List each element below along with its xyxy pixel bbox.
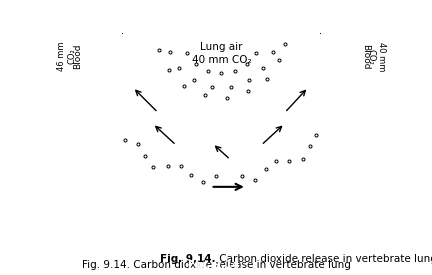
Text: Lung air
40 mm CO₂: Lung air 40 mm CO₂	[191, 42, 251, 65]
Text: Fig. 9.14. Carbon dioxide release in vertebrate lung: Fig. 9.14. Carbon dioxide release in ver…	[82, 260, 350, 270]
Text: Fig. 9.14.: Fig. 9.14.	[160, 254, 216, 264]
Text: Carbon dioxide release in vertebrate lung: Carbon dioxide release in vertebrate lun…	[216, 254, 432, 264]
Polygon shape	[91, 0, 352, 33]
Text: 46 mm
CO₂: 46 mm CO₂	[57, 42, 76, 71]
Text: Blood: Blood	[361, 44, 370, 69]
Text: Fig. 9.14.: Fig. 9.14.	[188, 260, 244, 270]
Text: 40 mm
CO₂: 40 mm CO₂	[366, 42, 386, 71]
Text: Blood: Blood	[73, 44, 82, 69]
